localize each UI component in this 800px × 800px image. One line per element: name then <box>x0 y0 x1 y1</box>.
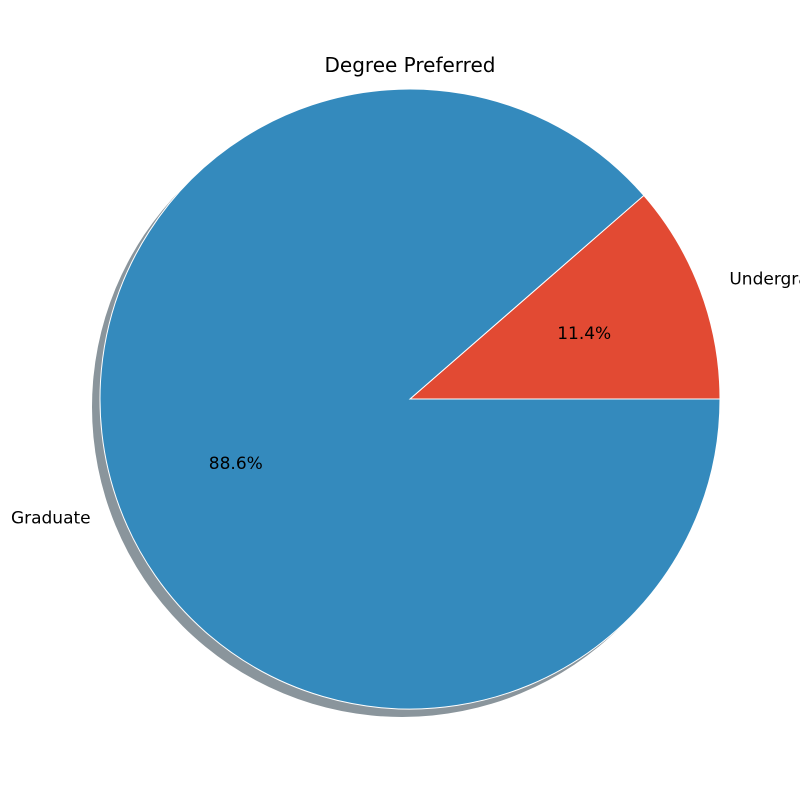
chart-title: Degree Preferred <box>325 53 496 77</box>
pie-slices <box>99 88 721 710</box>
pct-label-undergraduate: 11.4% <box>557 324 611 344</box>
pie-slice-graduate <box>99 88 721 710</box>
pie-slice-undergraduate <box>408 194 721 400</box>
pct-label-graduate: 88.6% <box>209 454 263 474</box>
pie-labels: Undergraduate 11.4% Graduate 88.6% <box>11 269 800 528</box>
slice-label-undergraduate: Undergraduate <box>729 269 800 289</box>
slice-label-graduate: Graduate <box>11 509 91 529</box>
